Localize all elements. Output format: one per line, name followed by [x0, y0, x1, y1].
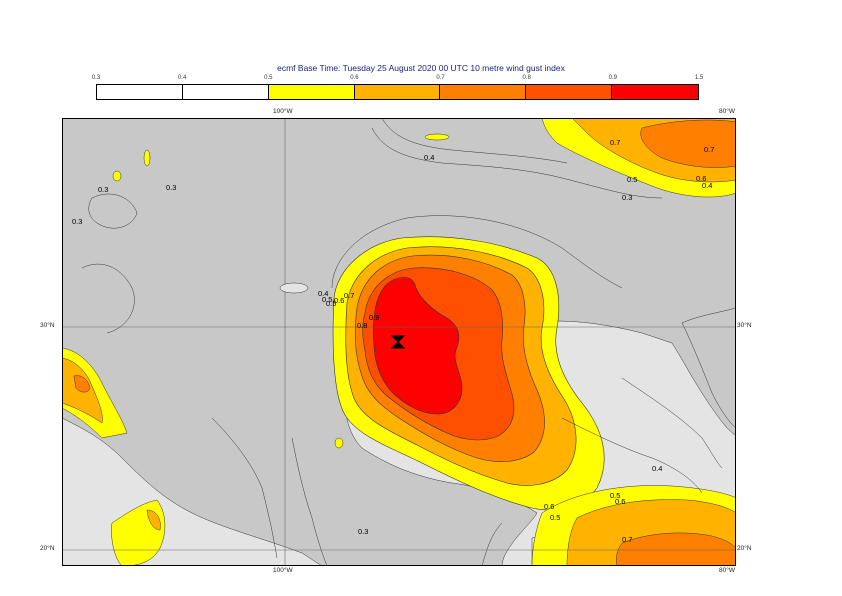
colorbar-tick-label: 1.5 [694, 75, 704, 81]
colorbar-tick-label: 0.9 [608, 75, 618, 81]
colorbar-segment [612, 85, 699, 99]
florida-peninsula [681, 307, 736, 429]
gust-contour-09 [372, 277, 463, 415]
contour-label: 0.3 [98, 185, 108, 194]
lon-label-top-left: 100°W [273, 108, 293, 115]
gust-region-southeast-07 [615, 532, 736, 566]
wind-gust-map: 0.40.70.70.5 0.60.40.30.3 0.30.30.50.40.50… [62, 118, 736, 566]
contour-label: 0.3 [622, 193, 632, 202]
contour-label: 0.7 [610, 138, 620, 147]
contour-label: 0.6 [544, 502, 554, 511]
colorbar-segment [182, 85, 269, 99]
contour-label: 0.5 [550, 513, 560, 522]
lat-label-left-20: 20°N [40, 545, 55, 552]
lon-label-bottom-right: 80°W [719, 567, 735, 574]
contour-label: 0.4 [318, 289, 328, 298]
lat-label-left-30: 30°N [40, 322, 55, 329]
colorbar [96, 84, 699, 100]
contour-lines [81, 118, 723, 566]
contour-label: 0.8 [357, 321, 367, 330]
contour-label: 0.5 [627, 175, 637, 184]
lat-label-right-30: 30°N [737, 322, 752, 329]
colorbar-tick-label: 0.5 [264, 75, 273, 81]
contour-label: 0.4 [424, 153, 434, 162]
contour-label: 0.7 [344, 291, 354, 300]
contour-label: 0.7 [704, 145, 714, 154]
contour-label: 0.6 [334, 296, 344, 305]
gust-region-southwest-06 [146, 509, 161, 531]
contour-label: 0.3 [166, 183, 176, 192]
contour-label: 0.5 [326, 299, 336, 308]
lat-label-right-20: 20°N [737, 545, 752, 552]
contour-label: 0.6 [615, 497, 625, 506]
contour-label: 0.5 [610, 491, 620, 500]
contour-label: 0.4 [652, 464, 662, 473]
contour-label: 0.3 [358, 527, 368, 536]
contour-label: 0.5 [322, 295, 332, 304]
contour-label-group: 0.40.70.70.5 0.60.40.30.3 0.30.30.50.40.50… [72, 138, 714, 544]
map-title: ecmf Base Time: Tuesday 25 August 2020 0… [277, 63, 565, 73]
lake [279, 282, 309, 294]
map-frame [62, 118, 736, 566]
contour-label: 0.3 [72, 217, 82, 226]
gust-region-west-07 [73, 375, 91, 393]
colorbar-tick-label: 0.8 [522, 75, 531, 81]
contour-label: 0.7 [622, 535, 632, 544]
contour-label: 0.9 [369, 313, 379, 322]
graticule [62, 118, 736, 566]
colorbar-segment [440, 85, 527, 99]
colorbar-segment [97, 85, 183, 99]
gust-region-northeast-07 [640, 119, 736, 168]
colorbar-tick-label: 0.4 [177, 75, 187, 81]
lon-label-bottom-left: 100°W [273, 567, 293, 574]
colorbar-segment [354, 85, 441, 99]
colorbar-segment [526, 85, 613, 99]
colorbar-tick-label: 0.3 [91, 75, 101, 81]
contour-label: 0.6 [696, 174, 706, 183]
colorbar-segment [268, 85, 355, 99]
contour-label: 0.4 [702, 181, 712, 190]
colorbar-tick-label: 0.6 [350, 75, 359, 81]
lon-label-top-right: 80°W [719, 108, 735, 115]
small-gust-patches [112, 133, 450, 449]
colorbar-tick-label: 0.7 [436, 75, 445, 81]
hurricane-icon [390, 335, 406, 349]
